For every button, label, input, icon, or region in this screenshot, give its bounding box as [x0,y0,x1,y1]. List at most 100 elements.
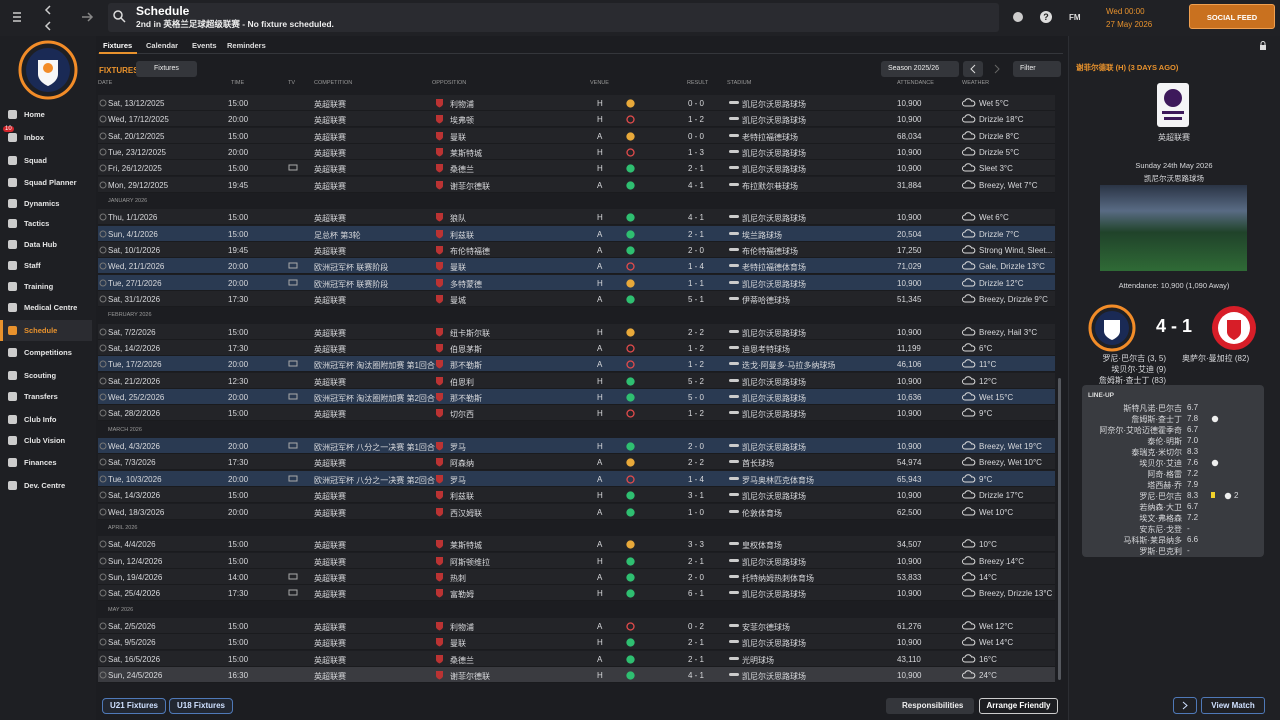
stadium-icon [729,395,739,399]
column-header[interactable]: OPPOSITION [432,80,467,86]
search-icon[interactable] [112,9,126,23]
fixture-row[interactable]: Sat, 10/1/2026 19:45 英超联赛 布伦特福德 A 2 - 0 布伦特福德球… [98,242,1055,259]
tab[interactable]: Reminders [227,41,266,50]
nav-item[interactable]: Tactics [24,219,50,228]
weather-icon [962,588,976,597]
nav-item[interactable]: Competitions [24,348,72,357]
filter-button[interactable]: Filter [1013,61,1061,77]
nav-item[interactable]: Medical Centre [24,303,78,312]
season-dropdown[interactable]: Season 2025/26 [881,61,959,77]
nav-item[interactable]: Schedule [24,326,58,335]
responsibilities-button[interactable]: Responsibilities [886,698,974,714]
nav-item[interactable]: Data Hub [24,240,57,249]
column-header[interactable]: STADIUM [727,80,752,86]
stadium-icon [729,329,739,333]
tab[interactable]: Calendar [146,41,179,50]
stadium-icon [729,280,739,284]
nav-icon [8,156,17,165]
view-match-button[interactable]: View Match [1201,697,1265,714]
fixture-row[interactable]: Sat, 13/12/2025 15:00 英超联赛 利物浦 H 0 - 0 凯尼尔沃思路球… [98,95,1055,111]
fixture-row[interactable]: Sat, 9/5/2026 15:00 英超联赛 曼联 H 2 - 1 凯尼尔沃思路球场 10… [98,634,1055,651]
result: 5 - 2 [687,376,704,386]
fixture-row[interactable]: Sun, 19/4/2026 14:00 英超联赛 热刺 A 2 - 0 托特纳姆热刺体育场… [98,568,1055,585]
nav-active-bg [0,320,92,341]
column-header[interactable]: RESULT [687,80,709,86]
stadium-icon [729,297,739,301]
fixture-row[interactable]: Fri, 26/12/2025 15:00 英超联赛 桑德兰 H 2 - 1 凯尼尔沃思路球… [98,160,1055,177]
nav-item[interactable]: Squad [24,156,47,165]
fixture-row[interactable]: Sat, 2/5/2026 15:00 英超联赛 利物浦 A 0 - 2 安菲尔德球场 61,… [98,617,1055,634]
venue: A [597,540,603,550]
fixture-row[interactable]: Sat, 7/2/2026 15:00 英超联赛 纽卡斯尔联 H 2 - 2 凯尼尔沃思路球… [98,323,1055,340]
column-header[interactable]: TV [288,80,296,86]
nav-item[interactable]: Dynamics [24,199,60,208]
next-match[interactable] [1173,697,1197,714]
nav-item[interactable]: Transfers [24,392,58,401]
competition: 欧洲冠军杯 淘汰圈附加赛 第1回合 [314,361,435,371]
arrange-friendly-button[interactable]: Arrange Friendly [979,698,1058,714]
fixture-row[interactable]: Wed, 17/12/2025 20:00 英超联赛 埃弗顿 H 1 - 2 凯尼尔沃思路球… [98,111,1055,128]
nav-item[interactable]: Dev. Centre [24,481,66,490]
fixture-row[interactable]: Thu, 1/1/2026 15:00 英超联赛 狼队 H 4 - 1 凯尼尔沃思路球场 10… [98,209,1055,226]
fixture-row[interactable]: Wed, 4/3/2026 20:00 欧洲冠军杯 八分之一决赛 第1回合 罗马 H 2 … [98,438,1055,455]
fixture-row[interactable]: Sat, 14/2/2026 17:30 英超联赛 伯恩茅斯 A 1 - 2 迪恩考特球场 1… [98,340,1055,357]
fixture-row[interactable]: Wed, 21/1/2026 20:00 欧洲冠军杯 联赛阶段 曼联 A 1 - 4 老特拉… [98,258,1055,275]
column-header[interactable]: WEATHER [962,80,990,86]
nav-item[interactable]: Home [24,110,45,119]
nav-item[interactable]: Club Info [24,415,57,424]
u21-button[interactable]: U21 Fixtures [102,698,166,714]
nav-item[interactable]: Staff [24,261,41,270]
fixture-row[interactable]: Tue, 27/1/2026 20:00 欧洲冠军杯 联赛阶段 多特蒙德 H 1 - 1 凯… [98,274,1055,291]
fixture-row[interactable]: Mon, 29/12/2025 19:45 英超联赛 谢菲尔德联 A 4 - 1 布拉默尔巷… [98,176,1055,193]
nav-arrows[interactable] [0,0,110,36]
nav-item[interactable]: Club Vision [24,436,66,445]
venue: H [597,115,603,125]
competition: 英超联赛 [314,655,346,665]
fixture-row[interactable]: Sat, 4/4/2026 15:00 英超联赛 莱斯特城 A 3 - 3 皇权体育场 34,… [98,536,1055,553]
fixture-row[interactable]: Tue, 23/12/2025 20:00 英超联赛 莱斯特城 H 1 - 3 凯尼尔沃思路… [98,144,1055,161]
column-header[interactable]: TIME [231,80,245,86]
fixture-row[interactable]: Sun, 4/1/2026 15:00 足总杯 第3轮 利兹联 A 2 - 1 埃兰路球场 2… [98,225,1055,242]
venue: H [597,376,603,386]
social-feed[interactable]: SOCIAL FEED [1189,4,1275,29]
time: 15:00 [228,409,249,419]
nav-item[interactable]: Squad Planner [24,178,77,187]
season-arrows[interactable] [963,61,1007,77]
column-header[interactable]: VENUE [590,80,609,86]
stadium: 布伦特福德球场 [742,247,798,257]
fixture-row[interactable]: Sun, 12/4/2026 15:00 英超联赛 阿斯顿维拉 H 2 - 1 凯尼尔沃思路… [98,552,1055,569]
top-icons[interactable]: ? [1010,10,1066,26]
nav-icon [8,240,17,249]
column-header[interactable]: ATTENDANCE [897,80,934,86]
fixture-row[interactable]: Wed, 18/3/2026 20:00 英超联赛 西汉姆联 A 1 - 0 伦敦体育场 62… [98,503,1055,520]
match-heading[interactable]: 谢菲尔德联 (H) (3 DAYS AGO) [1076,63,1179,72]
tab[interactable]: Events [192,41,217,50]
column-header[interactable]: DATE [98,80,113,86]
fixture-row[interactable]: Sat, 7/3/2026 17:30 英超联赛 阿森纳 A 2 - 2 酋长球场 54,97… [98,454,1055,471]
fixture-row[interactable]: Sat, 25/4/2026 17:30 英超联赛 富勒姆 H 6 - 1 凯尼尔沃思路球场… [98,585,1055,602]
fixture-row[interactable]: Sat, 31/1/2026 17:30 英超联赛 曼城 A 5 - 1 伊蒂哈德球场 51,… [98,291,1055,308]
fixture-row[interactable]: Sat, 20/12/2025 15:00 英超联赛 曼联 A 0 - 0 老特拉福德球场 6… [98,127,1055,144]
u18-button[interactable]: U18 Fixtures [169,698,233,714]
row-check [99,328,107,336]
weather: 10°C [979,540,997,550]
scrollbar[interactable] [1058,378,1061,680]
tab[interactable]: Fixtures [103,41,133,50]
stadium-photo [1100,185,1247,271]
view-dropdown[interactable]: Fixtures [136,61,197,77]
fixture-row[interactable]: Sun, 24/5/2026 16:30 英超联赛 谢菲尔德联 H 4 - 1 凯尼尔沃思路… [98,666,1055,683]
tv-icon [288,164,298,171]
fixture-row[interactable]: Tue, 10/3/2026 20:00 欧洲冠军杯 八分之一决赛 第2回合 罗马 A 1… [98,470,1055,487]
nav-item[interactable]: Finances [24,458,57,467]
nav-item[interactable]: Scouting [24,371,57,380]
outcome-indicator [626,344,635,353]
fixture-row[interactable]: Sat, 16/5/2026 15:00 英超联赛 桑德兰 A 2 - 1 光明球场 43,1… [98,650,1055,667]
nav-item[interactable]: Inbox [24,133,44,142]
fixture-row[interactable]: Sat, 14/3/2026 15:00 英超联赛 利兹联 H 3 - 1 凯尼尔沃思路球场… [98,487,1055,504]
fixture-row[interactable]: Sat, 21/2/2026 12:30 英超联赛 伯恩利 H 5 - 2 凯尼尔沃思路球场… [98,372,1055,389]
fixture-row[interactable]: Sat, 28/2/2026 15:00 英超联赛 切尔西 H 1 - 2 凯尼尔沃思路球场… [98,405,1055,422]
fixture-row[interactable]: Wed, 25/2/2026 20:00 欧洲冠军杯 淘汰圈附加赛 第2回合 那不勒斯… [98,389,1055,406]
column-header[interactable]: COMPETITION [314,80,353,86]
fixture-row[interactable]: Tue, 17/2/2026 20:00 欧洲冠军杯 淘汰圈附加赛 第1回合 那不勒斯… [98,356,1055,373]
nav-item[interactable]: Training [24,282,54,291]
